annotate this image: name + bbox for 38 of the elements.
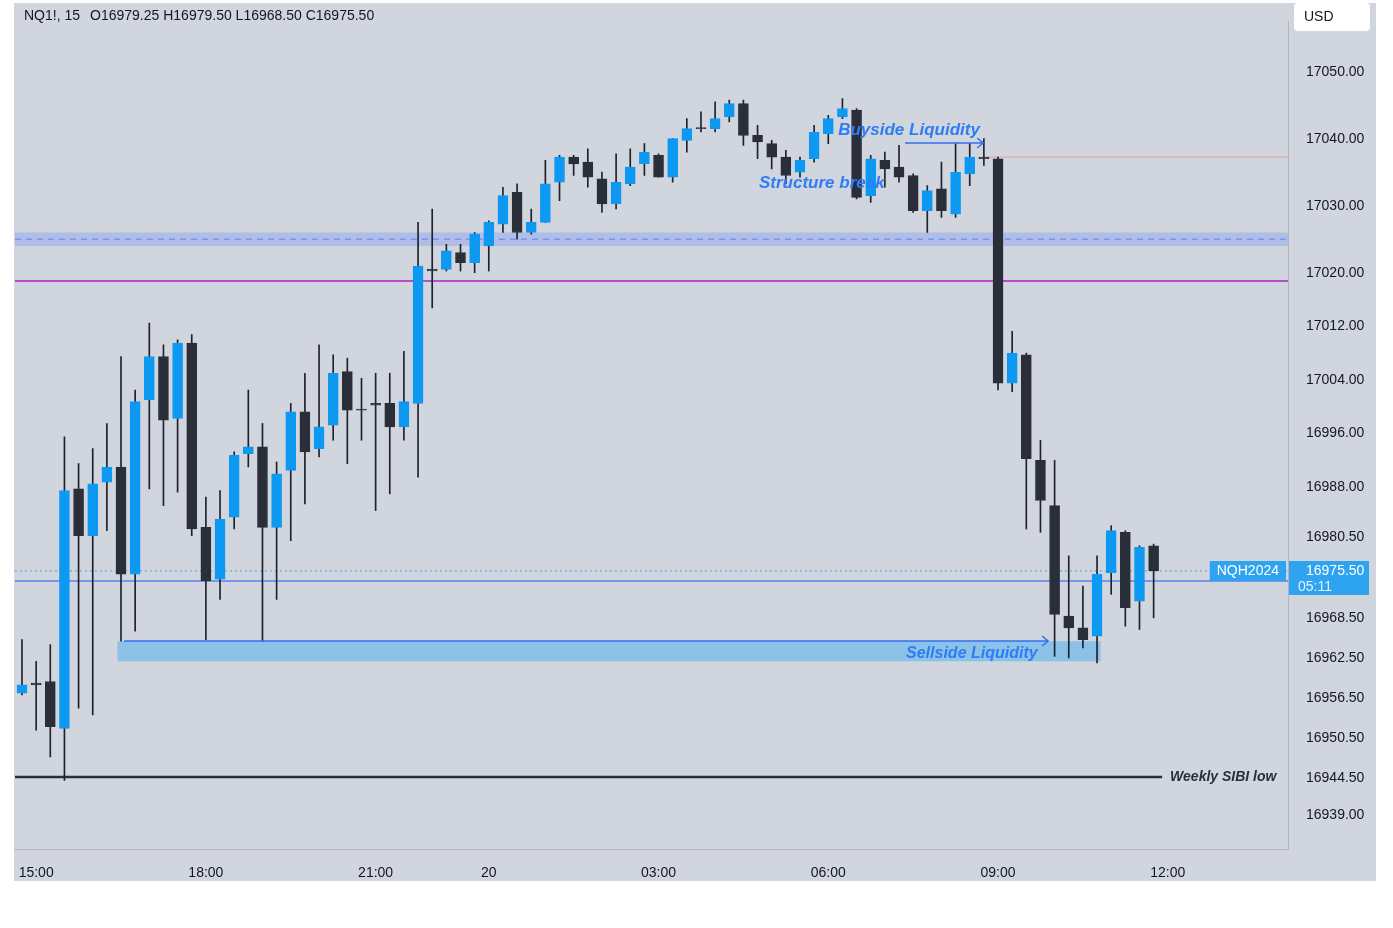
- y-tick-label: 17040.00: [1306, 129, 1365, 146]
- y-tick-label: 16944.50: [1306, 769, 1365, 786]
- text: 05:11: [1298, 577, 1333, 594]
- y-tick-label: 16950.50: [1306, 729, 1365, 746]
- x-tick-label: 09:00: [980, 864, 1016, 881]
- y-tick-label: 16956.50: [1306, 689, 1365, 706]
- text: USD: [1304, 7, 1334, 24]
- candlestick: [384, 372, 396, 495]
- y-tick-label: 17012.00: [1306, 317, 1365, 334]
- y-tick-label: 16996.00: [1306, 424, 1365, 441]
- y-tick-label: 16980.50: [1306, 528, 1365, 545]
- band-label: Sellside Liquidity: [906, 643, 1039, 661]
- x-tick-label: 06:00: [810, 864, 846, 881]
- chart-subtitle: O16979.25 H16979.50 L16968.50 C16975.50: [90, 7, 375, 23]
- y-tick-label: 16988.00: [1306, 477, 1365, 494]
- y-tick-label: 16975.50: [1306, 561, 1365, 578]
- y-tick-label: 16962.50: [1306, 648, 1365, 665]
- y-tick-label: 16968.50: [1306, 608, 1365, 625]
- x-tick-label: 12:00: [1150, 864, 1186, 881]
- x-tick-label: 18:00: [188, 864, 224, 881]
- y-tick-label: 17030.00: [1306, 196, 1365, 213]
- chart-title: NQ1!, 15: [24, 7, 81, 23]
- y-tick-label: 17004.00: [1306, 370, 1365, 387]
- y-tick-label: 17020.00: [1306, 263, 1365, 280]
- candlestick: [313, 344, 325, 458]
- candlestick: [16, 639, 28, 696]
- candlestick: [87, 448, 99, 716]
- x-tick-label: 15:00: [18, 864, 54, 881]
- candlestick: [242, 389, 254, 468]
- y-tick-label: 17050.00: [1306, 62, 1365, 79]
- y-tick-label: 16939.00: [1306, 806, 1365, 823]
- x-tick-label: 21:00: [358, 864, 394, 881]
- ref-line-label: Weekly SIBI low: [1170, 767, 1278, 784]
- candlestick: [426, 208, 438, 309]
- ref-line-label: NQH2024: [1216, 561, 1280, 578]
- candlestick: [1063, 555, 1075, 659]
- x-tick-label: 03:00: [641, 864, 677, 881]
- x-tick-label: 20: [481, 864, 497, 881]
